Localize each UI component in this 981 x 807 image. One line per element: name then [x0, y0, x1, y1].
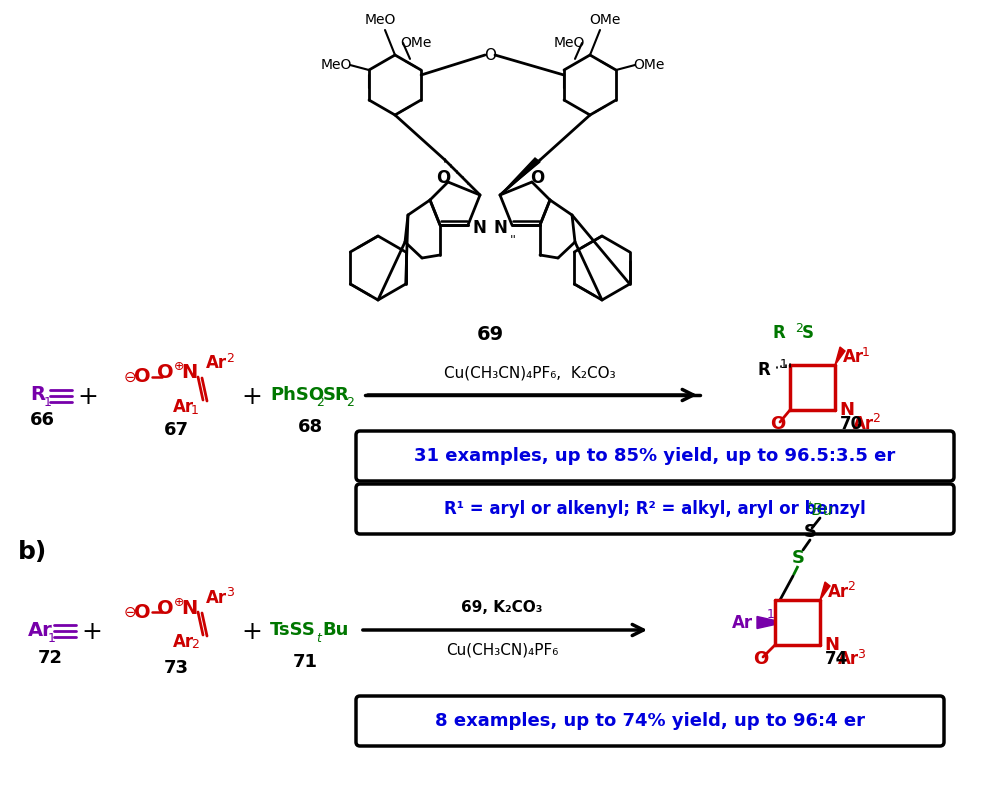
Text: 2: 2 — [226, 352, 233, 365]
Text: 31 examples, up to 85% yield, up to 96.5:3.5 er: 31 examples, up to 85% yield, up to 96.5… — [414, 447, 896, 465]
Text: N: N — [181, 599, 197, 617]
Text: PhSO: PhSO — [270, 386, 324, 404]
Text: 1: 1 — [767, 608, 775, 621]
Text: +: + — [81, 620, 102, 644]
Text: O: O — [484, 48, 496, 62]
Text: ⊖: ⊖ — [124, 370, 136, 384]
Text: Ar: Ar — [173, 633, 194, 651]
Polygon shape — [820, 582, 830, 600]
Text: 1: 1 — [780, 358, 788, 371]
Text: MeO: MeO — [321, 58, 352, 72]
Polygon shape — [835, 347, 845, 365]
Text: R: R — [30, 386, 45, 404]
Text: '': '' — [510, 234, 517, 247]
Text: ⊕: ⊕ — [174, 596, 184, 608]
Text: 1: 1 — [862, 345, 870, 358]
Text: Ar: Ar — [828, 583, 850, 601]
Text: OMe: OMe — [633, 58, 664, 72]
Text: Ar: Ar — [206, 589, 228, 607]
Text: 1: 1 — [44, 396, 52, 409]
Text: 2: 2 — [872, 412, 880, 425]
Text: R: R — [772, 324, 785, 342]
Text: 3: 3 — [226, 587, 233, 600]
Text: +: + — [77, 385, 98, 409]
Text: O: O — [753, 650, 769, 668]
Text: Ar: Ar — [838, 650, 859, 668]
Text: $^t$Bu: $^t$Bu — [807, 500, 833, 520]
Text: O: O — [157, 363, 174, 383]
Text: O: O — [770, 415, 786, 433]
Text: 71: 71 — [292, 653, 318, 671]
Text: N: N — [473, 219, 487, 237]
Text: SR: SR — [323, 386, 350, 404]
Text: 2: 2 — [795, 321, 802, 334]
Text: N: N — [181, 363, 197, 383]
Text: ⊖: ⊖ — [124, 604, 136, 620]
Text: O: O — [530, 169, 544, 187]
Text: Ar: Ar — [732, 613, 753, 632]
Text: N: N — [824, 636, 839, 654]
Polygon shape — [757, 617, 775, 629]
Text: 72: 72 — [37, 649, 63, 667]
Text: O: O — [157, 599, 174, 617]
Text: ⊕: ⊕ — [174, 361, 184, 374]
Text: t: t — [316, 632, 321, 645]
Text: 70: 70 — [840, 415, 863, 433]
Text: O: O — [133, 367, 150, 387]
Text: 67: 67 — [164, 421, 188, 439]
Text: 74: 74 — [825, 650, 849, 668]
Text: O: O — [133, 603, 150, 621]
Text: Ar: Ar — [173, 398, 194, 416]
Text: Ar: Ar — [206, 354, 228, 372]
Text: b): b) — [18, 540, 47, 564]
Text: 73: 73 — [164, 659, 188, 677]
Text: MeO: MeO — [553, 36, 585, 50]
Text: 69, K₂CO₃: 69, K₂CO₃ — [461, 600, 542, 616]
FancyBboxPatch shape — [356, 484, 954, 534]
Text: Cu(CH₃CN)₄PF₆,  K₂CO₃: Cu(CH₃CN)₄PF₆, K₂CO₃ — [444, 366, 616, 380]
Text: S: S — [803, 523, 816, 541]
Text: 66: 66 — [29, 411, 55, 429]
Text: S: S — [792, 549, 804, 567]
Text: OMe: OMe — [590, 13, 621, 27]
Text: 2: 2 — [346, 396, 354, 409]
Text: N: N — [839, 401, 854, 419]
Text: R: R — [757, 361, 770, 379]
Text: 2: 2 — [847, 580, 854, 593]
Text: TsSS: TsSS — [270, 621, 316, 639]
Text: S: S — [802, 324, 814, 342]
Text: R¹ = aryl or alkenyl; R² = alkyl, aryl or benzyl: R¹ = aryl or alkenyl; R² = alkyl, aryl o… — [444, 500, 866, 518]
Text: Ar: Ar — [853, 415, 874, 433]
Text: +: + — [241, 385, 263, 409]
Text: OMe: OMe — [400, 36, 432, 50]
FancyBboxPatch shape — [356, 696, 944, 746]
Text: Cu(CH₃CN)₄PF₆: Cu(CH₃CN)₄PF₆ — [446, 642, 558, 658]
Text: 2: 2 — [191, 638, 199, 651]
Text: N: N — [493, 219, 507, 237]
Text: O: O — [436, 169, 450, 187]
Text: 1: 1 — [48, 632, 56, 645]
Text: MeO: MeO — [364, 13, 395, 27]
Text: 68: 68 — [297, 418, 323, 436]
FancyBboxPatch shape — [356, 431, 954, 481]
Text: 2: 2 — [316, 396, 324, 409]
Text: 3: 3 — [857, 647, 865, 660]
Text: 8 examples, up to 74% yield, up to 96:4 er: 8 examples, up to 74% yield, up to 96:4 … — [435, 712, 865, 730]
Text: Bu: Bu — [322, 621, 348, 639]
Text: 69: 69 — [477, 325, 503, 345]
Text: Ar: Ar — [28, 621, 53, 639]
Text: Ar: Ar — [843, 348, 864, 366]
Text: +: + — [241, 620, 263, 644]
Polygon shape — [500, 158, 540, 195]
Text: 1: 1 — [191, 404, 199, 416]
